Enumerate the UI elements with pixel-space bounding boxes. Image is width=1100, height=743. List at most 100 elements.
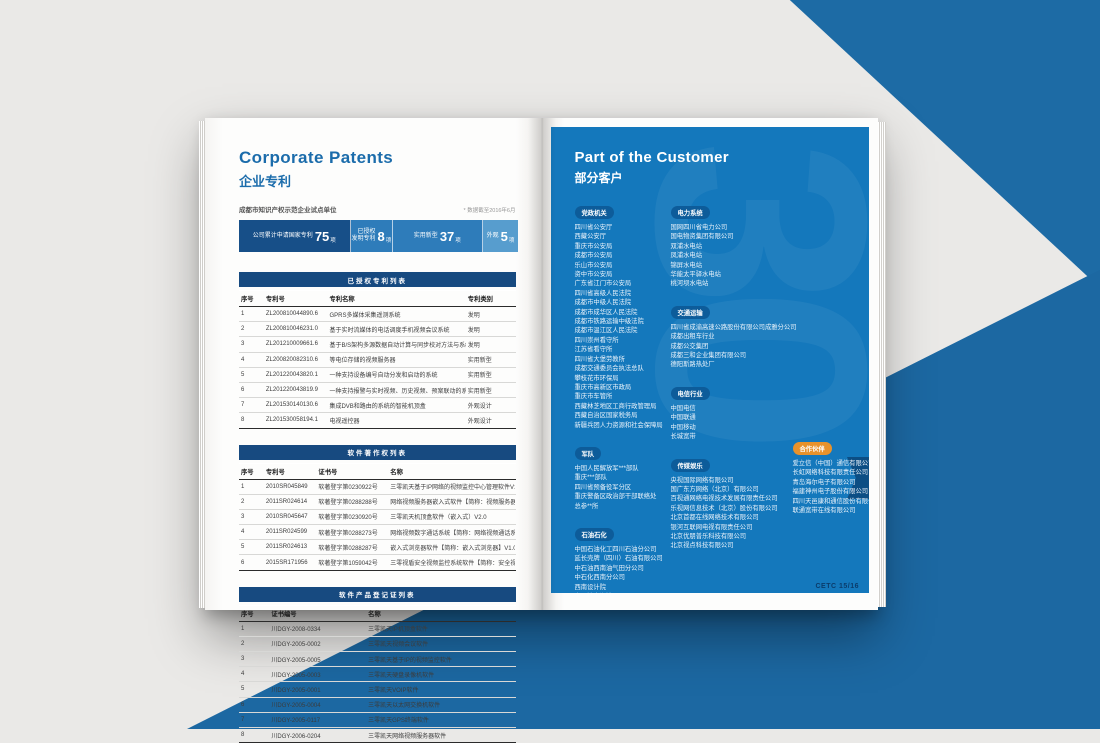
table-cell: 3 xyxy=(241,656,245,663)
category-tag: 电力系统 xyxy=(670,206,710,219)
customer-item: 中国联通 xyxy=(670,414,696,422)
table-cell: GPRS多媒体采集遥测系统 xyxy=(329,312,401,319)
customer-item: 凤浦水电站 xyxy=(670,252,702,260)
customer-item: 国网四川省电力公司 xyxy=(670,224,728,231)
page-footer: CETC 15/16 xyxy=(815,583,859,590)
customer-item: 北京首都在线网络技术有限公司 xyxy=(670,514,759,522)
table-cell: 川DGY-2005-0002 xyxy=(271,642,321,649)
stat-value: 75 xyxy=(314,228,330,244)
customer-item: 长虹网络科技有限责任公司 xyxy=(792,469,869,477)
table-row: 8 川DGY-2006-0204 三零凯天网络视频服务器软件 xyxy=(239,728,516,743)
customer-item: 重庆市高新区市政局 xyxy=(574,383,632,391)
customer-section: 传媒娱乐 央视国际网络有限公司 国广东方网络（北京）有限公司 百视通网络电视技术发展有… xyxy=(670,455,793,551)
table-row: 5 ZL201220043820.1 一种支持设备编号自动分发和启动的系统 实用新型 xyxy=(239,368,516,383)
customer-item: 百视通网络电视技术发展有限责任公司 xyxy=(670,495,778,503)
category-tag: 党政机关 xyxy=(574,206,614,219)
table-cell: 等电位存储的视频服务器 xyxy=(329,358,396,365)
table-cell: 三零凯天GPS终端软件 xyxy=(368,718,429,725)
customer-item: 重庆***部队 xyxy=(574,474,608,482)
customer-item: 长城宽带 xyxy=(670,433,696,441)
table-cell: 软著登字第1059042号 xyxy=(318,561,378,568)
table-cell: 一种支持设备编号自动分发和启动的系统 xyxy=(329,373,438,380)
table-cell: 三零凯天IP机顶盒软件 xyxy=(368,627,428,634)
customer-item: 四川省高级人民法院 xyxy=(574,289,632,297)
customer-item: 银河互联网电视有限责任公司 xyxy=(670,523,753,531)
customer-item: 联通宽带在线有限公司 xyxy=(792,507,856,515)
customer-item: 西南设计院 xyxy=(574,583,606,591)
table-cell: 川DGY-2005-0117 xyxy=(271,718,321,725)
table-cell: 嵌入式浏览器软件【简称：嵌入式浏览器】V1.0 xyxy=(390,545,516,552)
customer-item: 攀枝花市环保局 xyxy=(574,374,619,382)
header-cell: 专利号 xyxy=(265,296,285,303)
customer-column-0: 党政机关 四川省公安厅 西藏公安厅 重庆市公安局 成都市公安局 乐山市公安局 资中市公安局广… xyxy=(574,202,671,593)
table-row: 2 2011SR024614 软著登字第0288288号 网络视频服务器嵌入式软件【简… xyxy=(239,495,516,510)
table-row: 3 2010SR045647 软著登字第0230920号 三零凯天机顶盒软件（嵌入式）… xyxy=(239,510,516,526)
table-cell: 5 xyxy=(241,371,245,378)
patent-tables: 已授权专利列表 序号 专利号 专利名称 专利类别 1 ZL200810044890.6 GPR… xyxy=(239,272,516,743)
table-row: 5 2011SR024613 软著登字第0288287号 嵌入式浏览器软件【简称：嵌入… xyxy=(239,540,516,556)
table-row: 3 川DGY-2005-0005 三零凯天基于IP的视频监控软件 xyxy=(239,652,516,668)
table-row: 2 川DGY-2005-0002 三零凯天视频会议软件 xyxy=(239,637,516,652)
table-row: 4 川DGY-2005-0003 三零凯天硬盘录像机软件 xyxy=(239,667,516,683)
table-cell: 三零凯天机顶盒软件（嵌入式）V2.0 xyxy=(390,515,487,522)
table-cell: 三零凯天VOIP软件 xyxy=(368,687,419,694)
table-1: 软件著作权列表 序号 专利号 证书号 名称 1 2010SR045849 软著登字第02309… xyxy=(239,444,516,571)
customer-item: 西藏公安厅 xyxy=(574,233,606,241)
customer-item: 华能太平驿水电站 xyxy=(670,271,721,279)
table-cell: 6 xyxy=(241,559,245,566)
stat-unit: 项 xyxy=(330,238,336,244)
customer-item: 四川省大堡劳教所 xyxy=(574,355,625,363)
table-cell: 网络视频服务器嵌入式软件【简称：视频服务器软件】V1.0 xyxy=(390,500,516,507)
table-cell: 川DGY-2005-0004 xyxy=(271,703,321,710)
stat-segment-1: 已授权 发明专利 8 项 xyxy=(350,220,394,252)
table-cell: 软著登字第0288288号 xyxy=(318,500,378,507)
stat-value: 8 xyxy=(377,228,385,244)
right-page-title-en: Part of the Customer xyxy=(574,149,729,166)
table-cell: ZL201220043819.9 xyxy=(265,387,318,394)
left-page-title-en: Corporate Patents xyxy=(239,148,394,167)
table-cell: 川DGY-2006-0204 xyxy=(271,733,321,740)
header-cell: 专利名称 xyxy=(329,296,355,303)
table-cell: 发明 xyxy=(467,342,480,349)
customer-item: 桃河坝水电站 xyxy=(670,280,709,288)
table-0: 已授权专利列表 序号 专利号 专利名称 专利类别 1 ZL200810044890.6 GPR… xyxy=(239,272,516,429)
brochure-spread: Corporate Patents 企业专利 成都市知识产权示范企业试点单位 *… xyxy=(199,118,886,743)
customer-item: 中石油西南油气田分公司 xyxy=(574,564,644,572)
header-cell: 序号 xyxy=(241,296,254,303)
customer-item: 成都出租车行业 xyxy=(670,333,715,341)
table-row: 1 2010SR045849 软著登字第0230922号 三零凯天基于IP网络的视频监… xyxy=(239,480,516,495)
customer-section: 军队 中国人民解放军***部队 重庆***部队 四川省预备役军分区 重庆警备区政治部干部… xyxy=(574,443,671,511)
customer-section: 合作伙伴 爱立信（中国）通信有限公司 长虹网络科技有限责任公司 青岛海尔电子有限公司福… xyxy=(792,438,869,515)
table-cell: 2 xyxy=(241,498,245,505)
table-row: 5 川DGY-2005-0001 三零凯天VOIP软件 xyxy=(239,682,516,698)
customer-item: 四川省公安厅 xyxy=(574,224,613,231)
table-cell: ZL200810044890.6 xyxy=(265,311,318,318)
customer-columns: 党政机关 四川省公安厅 西藏公安厅 重庆市公安局 成都市公安局 乐山市公安局 资中市公安局广… xyxy=(574,202,869,593)
table-cell: 外观设计 xyxy=(467,418,492,425)
customer-item: 西藏林芝地区工商行政管理局 xyxy=(574,402,657,410)
stat-unit: 项 xyxy=(508,238,515,244)
stat-value: 5 xyxy=(500,228,508,244)
table-cell: 2 xyxy=(241,326,245,333)
table-cell: 川DGY-2005-0001 xyxy=(271,687,321,694)
table-cell: 软著登字第0230922号 xyxy=(318,485,378,492)
table-cell: 8 xyxy=(241,732,245,739)
table-cell: 5 xyxy=(241,544,245,551)
customer-item: 资中市公安局 xyxy=(574,271,613,279)
table-cell: 7 xyxy=(241,402,245,409)
header-cell: 序号 xyxy=(241,468,254,476)
table-row: 8 ZL201530058194.1 电视遥控器 外观设计 xyxy=(239,413,516,429)
customer-item: 西藏自治区国家税务局 xyxy=(574,412,638,420)
category-tag: 电信行业 xyxy=(670,386,710,400)
table-cell: 三零视盾安全视频监控系统软件【简称：安全视频监控软件】V2.0 xyxy=(390,561,516,568)
customer-item: 成都三和企业集团有限公司 xyxy=(670,352,747,360)
table-cell: 6 xyxy=(241,387,245,394)
customer-column-2: 合作伙伴 爱立信（中国）通信有限公司 长虹网络科技有限责任公司 青岛海尔电子有限公司福… xyxy=(792,202,869,593)
table-cell: 发明 xyxy=(467,312,480,319)
customer-item: 成都公交集团 xyxy=(670,342,709,350)
table-cell: 软著登字第0288287号 xyxy=(318,545,378,552)
category-tag: 交通运输 xyxy=(670,305,710,319)
table-cell: 基于B/S架构多源数据自动计算与同步校对方法与系统 xyxy=(329,342,466,349)
header-cell: 证书号 xyxy=(318,468,338,476)
table-cell: 三零凯天硬盘录像机软件 xyxy=(368,672,435,679)
